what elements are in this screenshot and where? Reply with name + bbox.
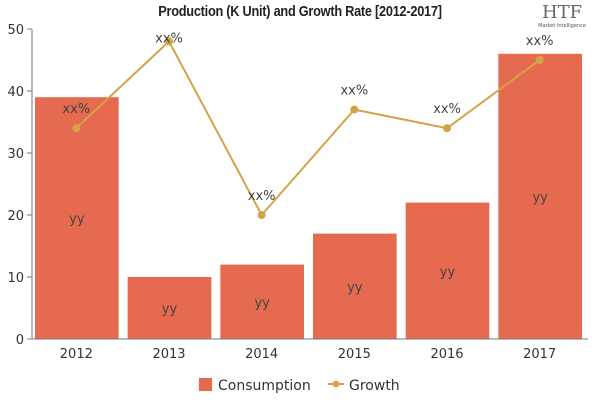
bar-label: yy — [440, 265, 456, 280]
chart-title: Production (K Unit) and Growth Rate [201… — [158, 3, 442, 20]
bar-2015 — [313, 233, 397, 339]
growth-point-2016 — [443, 124, 451, 133]
y-tick-label: 10 — [7, 271, 24, 286]
x-tick-label: 2012 — [60, 347, 93, 362]
x-tick-label: 2017 — [523, 347, 556, 362]
growth-label: xx% — [433, 102, 461, 117]
legend-consumption-label: Consumption — [218, 378, 311, 394]
bar-2017 — [498, 53, 582, 340]
growth-label: xx% — [248, 189, 276, 204]
growth-point-2017 — [535, 56, 544, 64]
bar-2014 — [220, 264, 304, 339]
growth-label: xx% — [62, 102, 90, 117]
bar-label: yy — [347, 280, 363, 295]
bar-label: yy — [254, 296, 270, 311]
y-tick-label: 30 — [7, 147, 24, 162]
growth-line — [75, 39, 541, 217]
x-tick-label: 2015 — [338, 347, 371, 362]
logo-text: HTF — [541, 2, 583, 23]
legend-growth-label: Growth — [349, 378, 400, 394]
legend-growth-marker — [332, 380, 340, 388]
bar-2012 — [35, 97, 119, 339]
x-tick-label: 2014 — [245, 347, 278, 362]
x-tick-label: 2013 — [152, 347, 185, 362]
y-tick-label: 0 — [16, 333, 24, 348]
growth-label: xx% — [155, 31, 183, 46]
legend-consumption-swatch — [199, 378, 212, 391]
bar-2016 — [405, 202, 490, 339]
bar-label: yy — [69, 212, 85, 227]
bar-label: yy — [532, 190, 548, 205]
growth-point-2014 — [257, 211, 266, 219]
growth-point-2015 — [350, 105, 359, 114]
y-tick-label: 50 — [7, 23, 24, 38]
growth-point-2013 — [165, 37, 173, 46]
logo-subtext: Market Intelligence — [538, 23, 586, 29]
y-tick-label: 40 — [7, 85, 24, 100]
x-tick-label: 2016 — [430, 347, 463, 362]
growth-label: xx% — [526, 34, 554, 49]
htf-logo: HTF Market Intelligence — [538, 2, 586, 29]
bar-2013 — [127, 277, 212, 339]
y-tick-label: 20 — [7, 209, 24, 224]
growth-label: xx% — [340, 84, 368, 99]
growth-point-2012 — [72, 124, 81, 133]
bar-label: yy — [162, 302, 178, 317]
